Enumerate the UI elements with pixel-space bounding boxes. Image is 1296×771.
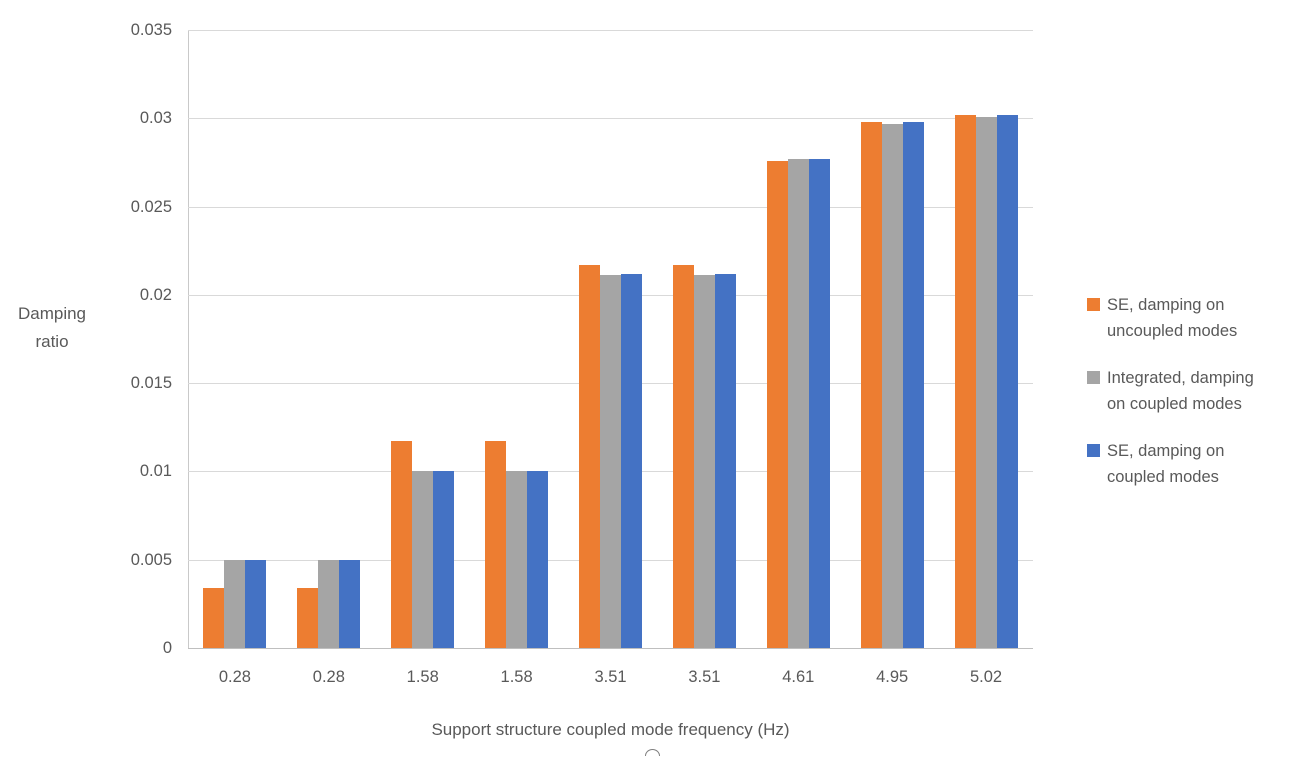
y-axis-line	[188, 30, 189, 648]
bar-series-3-group-5	[621, 273, 642, 648]
x-tick-label: 4.95	[876, 668, 909, 686]
bar-series-2-group-2	[318, 559, 340, 648]
y-tick-label: 0.02	[139, 285, 172, 304]
x-tick-label: 3.51	[688, 668, 721, 686]
bar-series-1-group-5	[579, 264, 600, 648]
grid-line	[188, 118, 1033, 120]
x-tick-label: 1.58	[500, 668, 533, 686]
bar-series-1-group-8	[860, 121, 882, 648]
legend-swatch-icon	[1087, 298, 1100, 311]
bar-series-3-group-3	[433, 471, 455, 648]
bar-series-3-group-8	[902, 121, 924, 648]
y-tick-label: 0.01	[139, 462, 172, 481]
bar-series-1-group-1	[203, 587, 225, 648]
bar-series-3-group-6	[714, 273, 736, 648]
bar-series-1-group-9	[954, 114, 976, 648]
bar-series-3-group-7	[808, 158, 830, 648]
bar-series-2-group-5	[600, 275, 621, 648]
y-tick-label: 0	[162, 639, 172, 657]
legend-label: SE, damping on coupled modes	[1107, 442, 1225, 486]
legend-label: SE, damping on uncoupled modes	[1107, 296, 1238, 340]
legend-item-2: Integrated, damping on coupled modes	[1087, 365, 1254, 417]
bar-series-3-group-1	[245, 559, 267, 648]
legend-label: Integrated, damping on coupled modes	[1107, 369, 1254, 413]
grid-line	[188, 206, 1033, 208]
y-tick-label: 0.03	[139, 109, 172, 128]
bar-series-2-group-9	[975, 116, 997, 648]
bar-series-2-group-4	[506, 471, 528, 648]
bar-series-2-group-6	[693, 275, 715, 648]
legend-swatch-icon	[1087, 444, 1100, 457]
y-axis-title: Damping ratio	[17, 304, 87, 351]
y-tick-label: 0.005	[130, 550, 172, 569]
bar-series-1-group-6	[672, 264, 694, 648]
y-tick-label: 0.025	[130, 197, 172, 216]
bar-series-3-group-4	[527, 471, 549, 648]
bar-series-3-group-9	[996, 114, 1018, 648]
x-tick-label: 0.28	[218, 668, 251, 686]
legend-item-3: SE, damping on coupled modes	[1087, 438, 1254, 490]
x-tick-label: 5.02	[969, 668, 1003, 686]
legend-item-1: SE, damping on uncoupled modes	[1087, 292, 1254, 344]
bar-series-1-group-3	[391, 441, 413, 648]
plot-area	[188, 30, 1033, 649]
x-tick-label: 3.51	[594, 668, 627, 686]
cutoff-partial-glyph	[645, 749, 660, 756]
bar-series-2-group-3	[412, 471, 434, 648]
y-tick-label: 0.015	[130, 374, 172, 393]
y-tick-label: 0.035	[130, 21, 172, 39]
bar-series-1-group-4	[485, 441, 507, 648]
legend: SE, damping on uncoupled modes Integrated…	[1087, 292, 1254, 490]
x-tick-label: 1.58	[406, 668, 439, 686]
bar-series-3-group-2	[339, 559, 361, 648]
x-axis-title: Support structure coupled mode frequency…	[431, 720, 790, 739]
x-tick-label: 4.61	[782, 668, 815, 686]
bar-series-1-group-7	[766, 160, 788, 648]
bar-series-2-group-7	[787, 158, 809, 648]
grid-line	[188, 30, 1033, 31]
bar-series-2-group-8	[881, 123, 903, 648]
bar-series-2-group-1	[224, 559, 246, 648]
x-tick-label: 0.28	[312, 668, 345, 686]
x-axis-line	[188, 648, 1033, 649]
bar-series-1-group-2	[297, 587, 319, 648]
legend-swatch-icon	[1087, 371, 1100, 384]
